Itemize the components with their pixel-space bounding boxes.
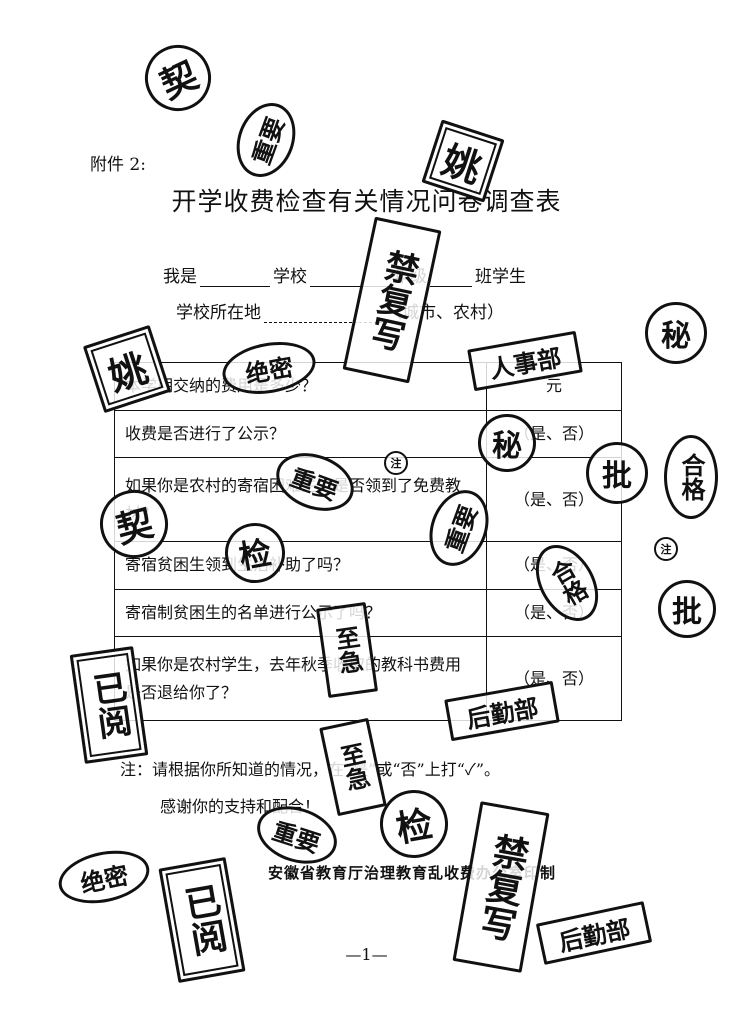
stamp-pi-1: 批 [586,442,648,504]
stamp-pi-2: 批 [658,580,716,638]
attachment-label: 附件 2: [90,155,146,175]
question-cell: 收费是否进行了公示？ [114,409,487,459]
stamp-zhu-1: 注 [384,451,408,475]
stamp-jian-2: 检 [374,784,454,864]
intro-school: 学校 [273,267,307,287]
document-title: 开学收费检查有关情况问卷调查表 [171,187,562,216]
stamp-zhiji-2: 至急 [319,717,387,817]
location-blank [264,304,382,323]
location-label: 学校所在地 [176,303,261,323]
stamp-zhu-2: 注 [654,537,678,561]
intro-line-1: 我是 学校 年级 班学生 [163,262,526,287]
question-cell: 寄宿制贫困生的名单进行公示了吗？ [114,588,487,638]
stamp-qi-top: 契 [134,34,222,122]
stamp-juemi-2: 绝密 [53,842,155,912]
stamp-mi-2: 秘 [478,414,536,472]
question-cell: 寄宿贫困生领到生活补助了吗？ [114,540,487,590]
table-row: 如果你是农村学生，去年秋季收取的教科书费用是否退给你了？ （是、否） [114,636,622,721]
class-blank [430,268,472,287]
stamp-mi-1: 秘 [645,302,707,364]
intro-class-student: 班学生 [475,267,526,287]
stamp-yiyue-2: 已阅 [158,856,246,984]
intro-i-am: 我是 [163,267,197,287]
stamp-hege-1: 合格 [664,435,718,519]
grade-blank [310,268,390,287]
page-number: —1— [345,945,388,964]
intro-line-2: 学校所在地 （城市、农村） [176,298,504,323]
instruction-note: 注：请根据你所知道的情况，在“是”或“否”上打“✓”。 [120,760,501,779]
stamp-jinfuxie-1: 禁复写 [342,216,442,384]
table-row: 收费是否进行了公示？ （是、否） [114,409,622,459]
stamp-zhongyao-1: 重要 [226,94,306,186]
table-row: 如果你是农村的寄宿困难生，是否领到了免费教材？ （是、否） [114,457,622,542]
question-cell: 如果你是农村学生，去年秋季收取的教科书费用是否退给你了？ [114,636,487,721]
school-blank [200,268,270,287]
